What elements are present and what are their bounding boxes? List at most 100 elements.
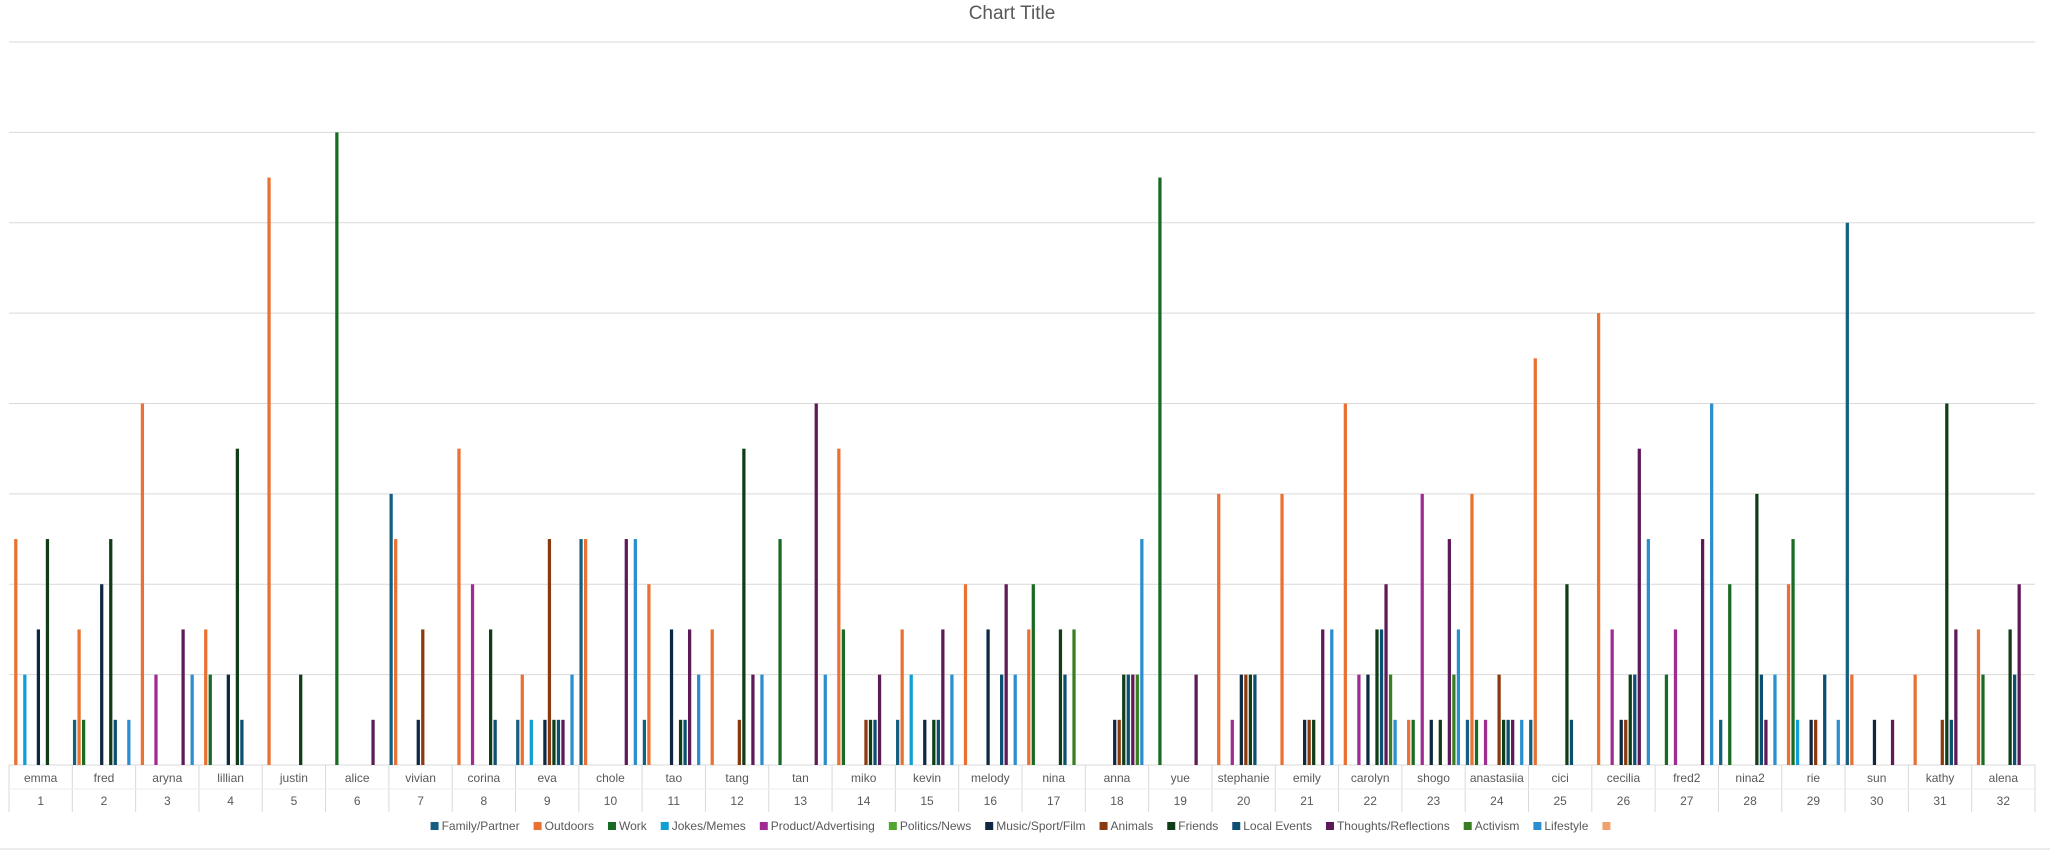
- bar: [1809, 719, 1813, 765]
- bar: [520, 674, 524, 765]
- bar: [837, 448, 841, 765]
- legend-swatch: [430, 822, 439, 830]
- bar: [1945, 403, 1949, 765]
- bar: [1529, 719, 1533, 765]
- x-tick-label: carolyn: [1351, 771, 1390, 785]
- bar: [488, 629, 493, 765]
- bar: [1940, 719, 1944, 765]
- bar: [1673, 629, 1678, 765]
- bar: [624, 539, 628, 765]
- bar: [1465, 719, 1470, 765]
- bar: [1058, 629, 1063, 765]
- x-tick-label: vivian: [405, 771, 436, 785]
- bar: [1850, 674, 1854, 765]
- bar: [1533, 358, 1537, 765]
- bar: [389, 493, 393, 765]
- bar: [647, 584, 651, 765]
- x-group-label: 8: [481, 794, 488, 808]
- bar: [1890, 719, 1895, 765]
- bar: [1773, 674, 1777, 765]
- x-group-label: 31: [1933, 794, 1947, 808]
- bar: [1814, 719, 1818, 765]
- bar: [1307, 719, 1311, 765]
- legend-label: Friends: [1178, 819, 1218, 833]
- bar: [181, 629, 185, 765]
- bar: [1379, 629, 1384, 765]
- bar: [1913, 674, 1917, 765]
- bar: [1664, 674, 1669, 765]
- bar: [1420, 493, 1424, 765]
- bar: [1452, 674, 1456, 765]
- bar: [1253, 674, 1257, 765]
- bar: [1511, 719, 1515, 765]
- bar: [1375, 629, 1379, 765]
- x-group-label: 29: [1807, 794, 1821, 808]
- bar: [1384, 584, 1388, 765]
- x-group-label: 13: [794, 794, 808, 808]
- bar: [556, 719, 561, 765]
- x-group-label: 12: [730, 794, 744, 808]
- x-tick-label: tao: [665, 771, 682, 785]
- x-group-label: 11: [668, 794, 681, 808]
- bar: [570, 674, 574, 765]
- legend-label: Jokes/Memes: [672, 819, 746, 833]
- bar: [1407, 719, 1411, 765]
- bar: [299, 674, 303, 765]
- legend-swatch: [1325, 822, 1334, 830]
- bar: [1646, 539, 1650, 765]
- x-group-label: 6: [354, 794, 361, 808]
- bar: [1072, 629, 1076, 765]
- bar: [583, 539, 588, 765]
- bar: [208, 674, 212, 765]
- bar: [778, 539, 782, 765]
- legend-label: Thoughts/Reflections: [1337, 819, 1450, 833]
- bar: [1596, 313, 1601, 765]
- legend-swatch: [985, 822, 994, 830]
- bar: [543, 719, 547, 765]
- bar: [204, 629, 208, 765]
- bar: [1565, 584, 1569, 765]
- bar: [1131, 674, 1135, 765]
- bar: [896, 719, 900, 765]
- bar: [923, 719, 927, 765]
- legend-label: Outdoors: [545, 819, 594, 833]
- x-tick-label: corina: [468, 771, 501, 785]
- x-group-label: 2: [101, 794, 108, 808]
- bar: [1633, 674, 1637, 765]
- legend-label: Work: [619, 819, 648, 833]
- legend-label: Music/Sport/Film: [996, 819, 1085, 833]
- x-group-label: 23: [1427, 794, 1441, 808]
- bar: [140, 403, 145, 765]
- x-group-label: 10: [604, 794, 618, 808]
- bar: [900, 629, 904, 765]
- bar: [113, 719, 117, 765]
- bar: [1949, 719, 1953, 765]
- bar: [1312, 719, 1316, 765]
- x-tick-label: tang: [725, 771, 748, 785]
- bar: [1321, 629, 1325, 765]
- x-group-label: 1: [37, 794, 44, 808]
- bar: [1429, 719, 1433, 765]
- x-tick-label: chole: [596, 771, 625, 785]
- x-group-label: 24: [1490, 794, 1504, 808]
- bar: [1710, 403, 1714, 765]
- bar: [1393, 719, 1397, 765]
- bar: [2013, 674, 2017, 765]
- x-group-label: 4: [227, 794, 234, 808]
- legend-swatch: [607, 822, 616, 830]
- bar: [77, 629, 81, 765]
- bar: [873, 719, 877, 765]
- x-tick-label: sun: [1867, 771, 1886, 785]
- x-tick-label: anastasiia: [1470, 771, 1524, 785]
- bar: [1786, 584, 1791, 765]
- x-group-label: 26: [1617, 794, 1631, 808]
- bar: [470, 584, 475, 765]
- x-tick-label: anna: [1104, 771, 1131, 785]
- x-group-label: 18: [1110, 794, 1124, 808]
- bar: [335, 132, 339, 765]
- legend-swatch: [1099, 822, 1108, 830]
- legend-swatch: [1463, 822, 1472, 830]
- bar: [1135, 674, 1139, 765]
- bar: [36, 629, 41, 765]
